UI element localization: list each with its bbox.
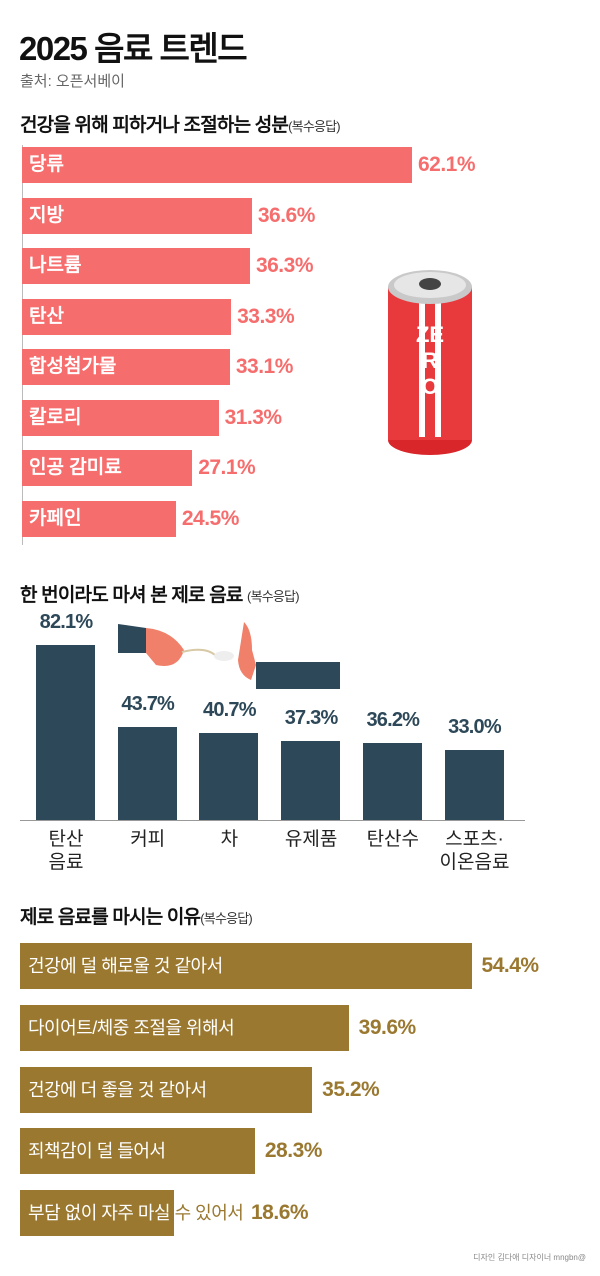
page-title: 2025 음료 트렌드	[19, 30, 248, 67]
bar-value-label-3: 33.3%	[237, 304, 295, 328]
bar-value-label-6: 27.1%	[198, 456, 256, 479]
category-label-line: 탄산	[48, 829, 84, 850]
bar-2: 나트륨	[22, 248, 250, 284]
chart2-title: 한 번이라도 마셔 본 제로 음료 (복수응답)	[20, 580, 300, 607]
bar-value-label-1: 43.7%	[121, 692, 175, 715]
bar-value-label-1: 36.6%	[257, 203, 316, 227]
category-label-line: 음료	[48, 852, 84, 873]
chart1-axis	[22, 145, 23, 545]
category-label-1: 커피	[107, 828, 189, 851]
category-label-4: 탄산수	[352, 828, 434, 851]
bar-3	[281, 740, 341, 820]
bar-value-label-4: 33.1%	[235, 355, 294, 378]
bar-value-label-1: 39.6%	[358, 1015, 417, 1039]
bar-3	[20, 1128, 255, 1175]
bar-4	[362, 742, 422, 820]
bar-3: 탄산	[22, 298, 232, 335]
chart2-axis	[20, 820, 525, 821]
category-label-line: 차	[220, 829, 239, 850]
category-label-2: 차	[188, 828, 270, 851]
bar-value-label-5: 33.0%	[448, 715, 502, 738]
source-text: 출처: 오픈서베이	[20, 73, 125, 90]
bar-value-label-2: 40.7%	[203, 699, 257, 722]
category-label-line: 스포츠·	[445, 829, 504, 850]
can-zero-text: ZERO	[415, 322, 445, 399]
chart1-title: 건강을 위해 피하거나 조절하는 성분(복수응답)	[20, 110, 341, 137]
chart3-title-text: 제로 음료를 마시는 이유	[20, 907, 201, 928]
bar-4: 합성첨가물	[22, 349, 230, 385]
bar-label-3: 죄책감이 덜 들어서	[28, 1141, 166, 1162]
hand-refusing-sugar-illustration	[118, 622, 340, 689]
bar-1: 지방	[22, 197, 252, 234]
bar-value-label-3: 28.3%	[264, 1139, 323, 1163]
designer-credit: 디자인 김다애 디자이너 mngbn@	[473, 1253, 586, 1262]
chart3-note: (복수응답)	[200, 911, 252, 926]
bar-value-label-7: 24.5%	[181, 506, 240, 530]
category-label-line: 탄산수	[366, 829, 420, 850]
bar-0	[20, 943, 472, 989]
category-label-line: 커피	[130, 829, 166, 850]
bar-7: 카페인	[22, 500, 176, 537]
zero-can-illustration	[388, 270, 472, 455]
bar-value-label-2: 35.2%	[322, 1077, 380, 1101]
chart3-title: 제로 음료를 마시는 이유(복수응답)	[20, 902, 253, 929]
bar-label-2: 건강에 더 좋을 것 같아서	[28, 1079, 207, 1100]
category-label-0: 탄산 음료	[25, 828, 107, 874]
bar-value-label-0: 62.1%	[417, 153, 476, 176]
chart1-note: (복수응답)	[288, 119, 340, 134]
bar-value-label-4: 36.2%	[366, 708, 420, 731]
bar-label-0: 건강에 덜 해로울 것 같아서	[28, 956, 223, 976]
bar-6: 인공 감미료	[22, 450, 193, 486]
bar-4	[20, 1190, 175, 1237]
category-label-3: 유제품	[270, 828, 352, 851]
category-label-line: 이온음료	[439, 852, 510, 873]
chart2-note: (복수응답)	[247, 589, 299, 604]
bar-value-label-3: 37.3%	[284, 706, 339, 729]
bar-2	[20, 1066, 313, 1113]
category-label-line: 유제품	[284, 829, 338, 850]
bar-2	[199, 733, 259, 820]
bar-value-label-0: 82.1%	[39, 611, 94, 634]
bar-value-label-0: 54.4%	[481, 954, 540, 977]
chart2-title-text: 한 번이라도 마셔 본 제로 음료	[20, 585, 243, 606]
bar-label-4: 부담 없이 자주 마실 수 있어서	[28, 1203, 244, 1224]
chart1-title-text: 건강을 위해 피하거나 조절하는 성분	[20, 115, 289, 136]
bar-1	[20, 1004, 349, 1051]
bar-0	[36, 645, 95, 820]
category-label-5: 스포츠· 이온음료	[434, 828, 516, 874]
bar-5: 칼로리	[22, 399, 219, 436]
bar-label-1: 다이어트/체중 조절을 위해서	[28, 1017, 235, 1038]
bar-value-label-2: 36.3%	[255, 254, 314, 277]
bar-value-label-5: 31.3%	[224, 405, 283, 429]
bar-1	[117, 726, 177, 820]
bar-5	[444, 749, 504, 820]
bar-0: 당류	[22, 147, 412, 183]
bar-value-label-4: 18.6%	[251, 1201, 309, 1225]
